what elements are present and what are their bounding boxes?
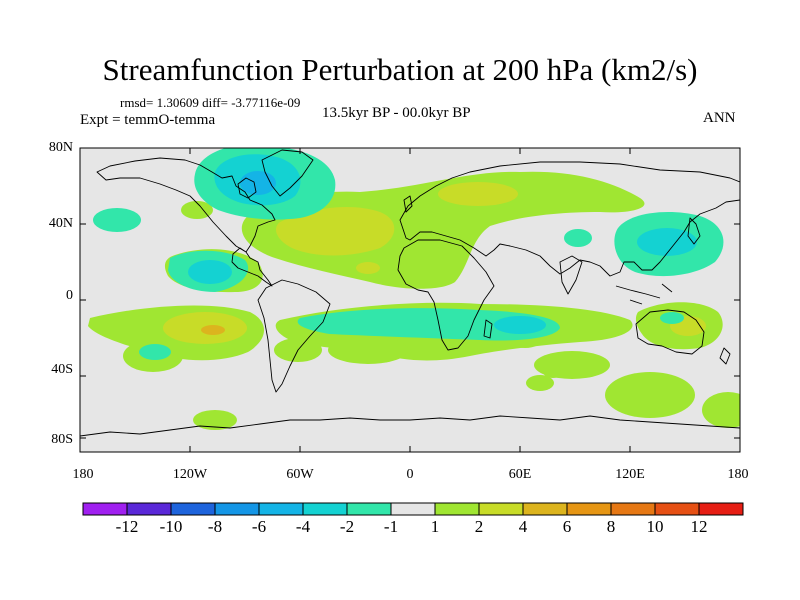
colorbar-label: -2 <box>339 517 355 536</box>
colorbar-swatch <box>390 502 436 516</box>
colorbar-swatch <box>126 502 172 516</box>
coast-hudson-bay <box>237 177 257 199</box>
colorbar-label: 8 <box>606 517 616 536</box>
green-ellipse-mid-pacific <box>181 201 213 219</box>
green-ellipse-southern-indian <box>605 372 695 418</box>
map-title: Streamfunction Perturbation at 200 hPa (… <box>102 52 698 87</box>
colorbar-swatch <box>258 502 304 516</box>
colorbar <box>82 502 744 516</box>
coast-greenland <box>261 149 314 197</box>
colorbar-swatch <box>610 502 656 516</box>
colorbar-swatch <box>346 502 392 516</box>
lon-label-60w: 60W <box>286 467 314 482</box>
cyan-north-pacific-blob <box>93 208 141 232</box>
colorbar-swatch <box>698 502 744 516</box>
lat-label-80s: 80S <box>51 432 73 447</box>
coast-madagascar <box>483 319 493 339</box>
colorbar-swatch <box>654 502 700 516</box>
lon-label-180e: 180 <box>727 467 749 482</box>
period-label: 13.5kyr BP - 00.0kyr BP <box>322 105 471 121</box>
axis-ticks <box>80 147 740 452</box>
light-blue-south-africa-core <box>494 316 546 334</box>
lat-label-40s: 40S <box>51 362 73 377</box>
lon-label-120e: 120E <box>615 467 645 482</box>
colorbar-label: 1 <box>430 517 440 536</box>
coast-india <box>559 255 583 295</box>
negative-anomaly-regions <box>93 148 724 360</box>
season-label: ANN <box>703 110 736 126</box>
coast-japan <box>687 217 701 245</box>
lon-label-60e: 60E <box>508 467 532 482</box>
rmsd-diff-stats: rmsd= 1.30609 diff= -3.77116e-09 <box>120 95 301 110</box>
colorbar-swatch <box>302 502 348 516</box>
light-blue-east-pacific-core <box>188 260 232 284</box>
strong-positive-cores <box>163 182 706 344</box>
colorbar-swatch <box>566 502 612 516</box>
green-ellipse-south-africa <box>526 375 554 391</box>
lat-label-0: 0 <box>66 288 73 303</box>
colorbar-label: -1 <box>383 517 399 536</box>
green-ellipse-south-east-pacific <box>702 392 740 428</box>
coast-australia <box>635 309 705 355</box>
colorbar-swatch <box>434 502 480 516</box>
coast-antarctica <box>80 415 740 437</box>
colorbar-swatch <box>478 502 524 516</box>
cyan-south-atlantic-band <box>297 308 560 341</box>
experiment-label: Expt = temmO-temma <box>80 112 216 128</box>
yellow-caribbean-core <box>356 262 380 274</box>
colorbar-swatch <box>170 502 216 516</box>
coast-africa <box>397 239 495 351</box>
colorbar-label: 12 <box>690 517 708 536</box>
colorbar-label: -4 <box>295 517 311 536</box>
lat-label-40n: 40N <box>48 216 73 231</box>
coast-south-america <box>257 279 331 393</box>
yellow-atlantic-core <box>276 207 395 256</box>
orange-south-pacific-core <box>201 325 225 335</box>
green-ellipse-south-central <box>328 336 408 364</box>
coast-europe-asia <box>399 161 740 277</box>
lon-label-0: 0 <box>406 467 414 482</box>
coast-new-zealand <box>719 347 731 365</box>
coastlines <box>80 149 740 437</box>
coast-north-america <box>96 157 276 287</box>
colorbar-swatch <box>214 502 260 516</box>
cyan-west-asia-blob <box>564 229 592 247</box>
colorbar-swatch <box>522 502 568 516</box>
colorbar-label: 2 <box>474 517 484 536</box>
colorbar-label: -6 <box>251 517 267 536</box>
colorbar-swatch <box>82 502 128 516</box>
lon-label-120w: 120W <box>172 467 208 482</box>
lon-label-180w: 180 <box>72 467 94 482</box>
green-north-atlantic-eurasia <box>241 171 645 289</box>
colorbar-label: 4 <box>518 517 528 536</box>
lat-label-80n: 80N <box>48 140 73 155</box>
coast-se-asia-islands <box>615 283 673 305</box>
green-ellipse-madagascar <box>543 366 563 378</box>
colorbar-label: -12 <box>115 517 139 536</box>
colorbar-label: 10 <box>646 517 664 536</box>
coast-british-isles <box>403 195 413 213</box>
colorbar-label: -8 <box>207 517 223 536</box>
cyan-tasman-blob <box>660 312 684 324</box>
colorbar-label: 6 <box>562 517 572 536</box>
yellow-eurasia-core <box>438 182 518 206</box>
cyan-south-pacific-blob <box>139 344 171 360</box>
colorbar-label: -10 <box>159 517 183 536</box>
green-ellipse-far-south-pacific <box>193 410 237 430</box>
